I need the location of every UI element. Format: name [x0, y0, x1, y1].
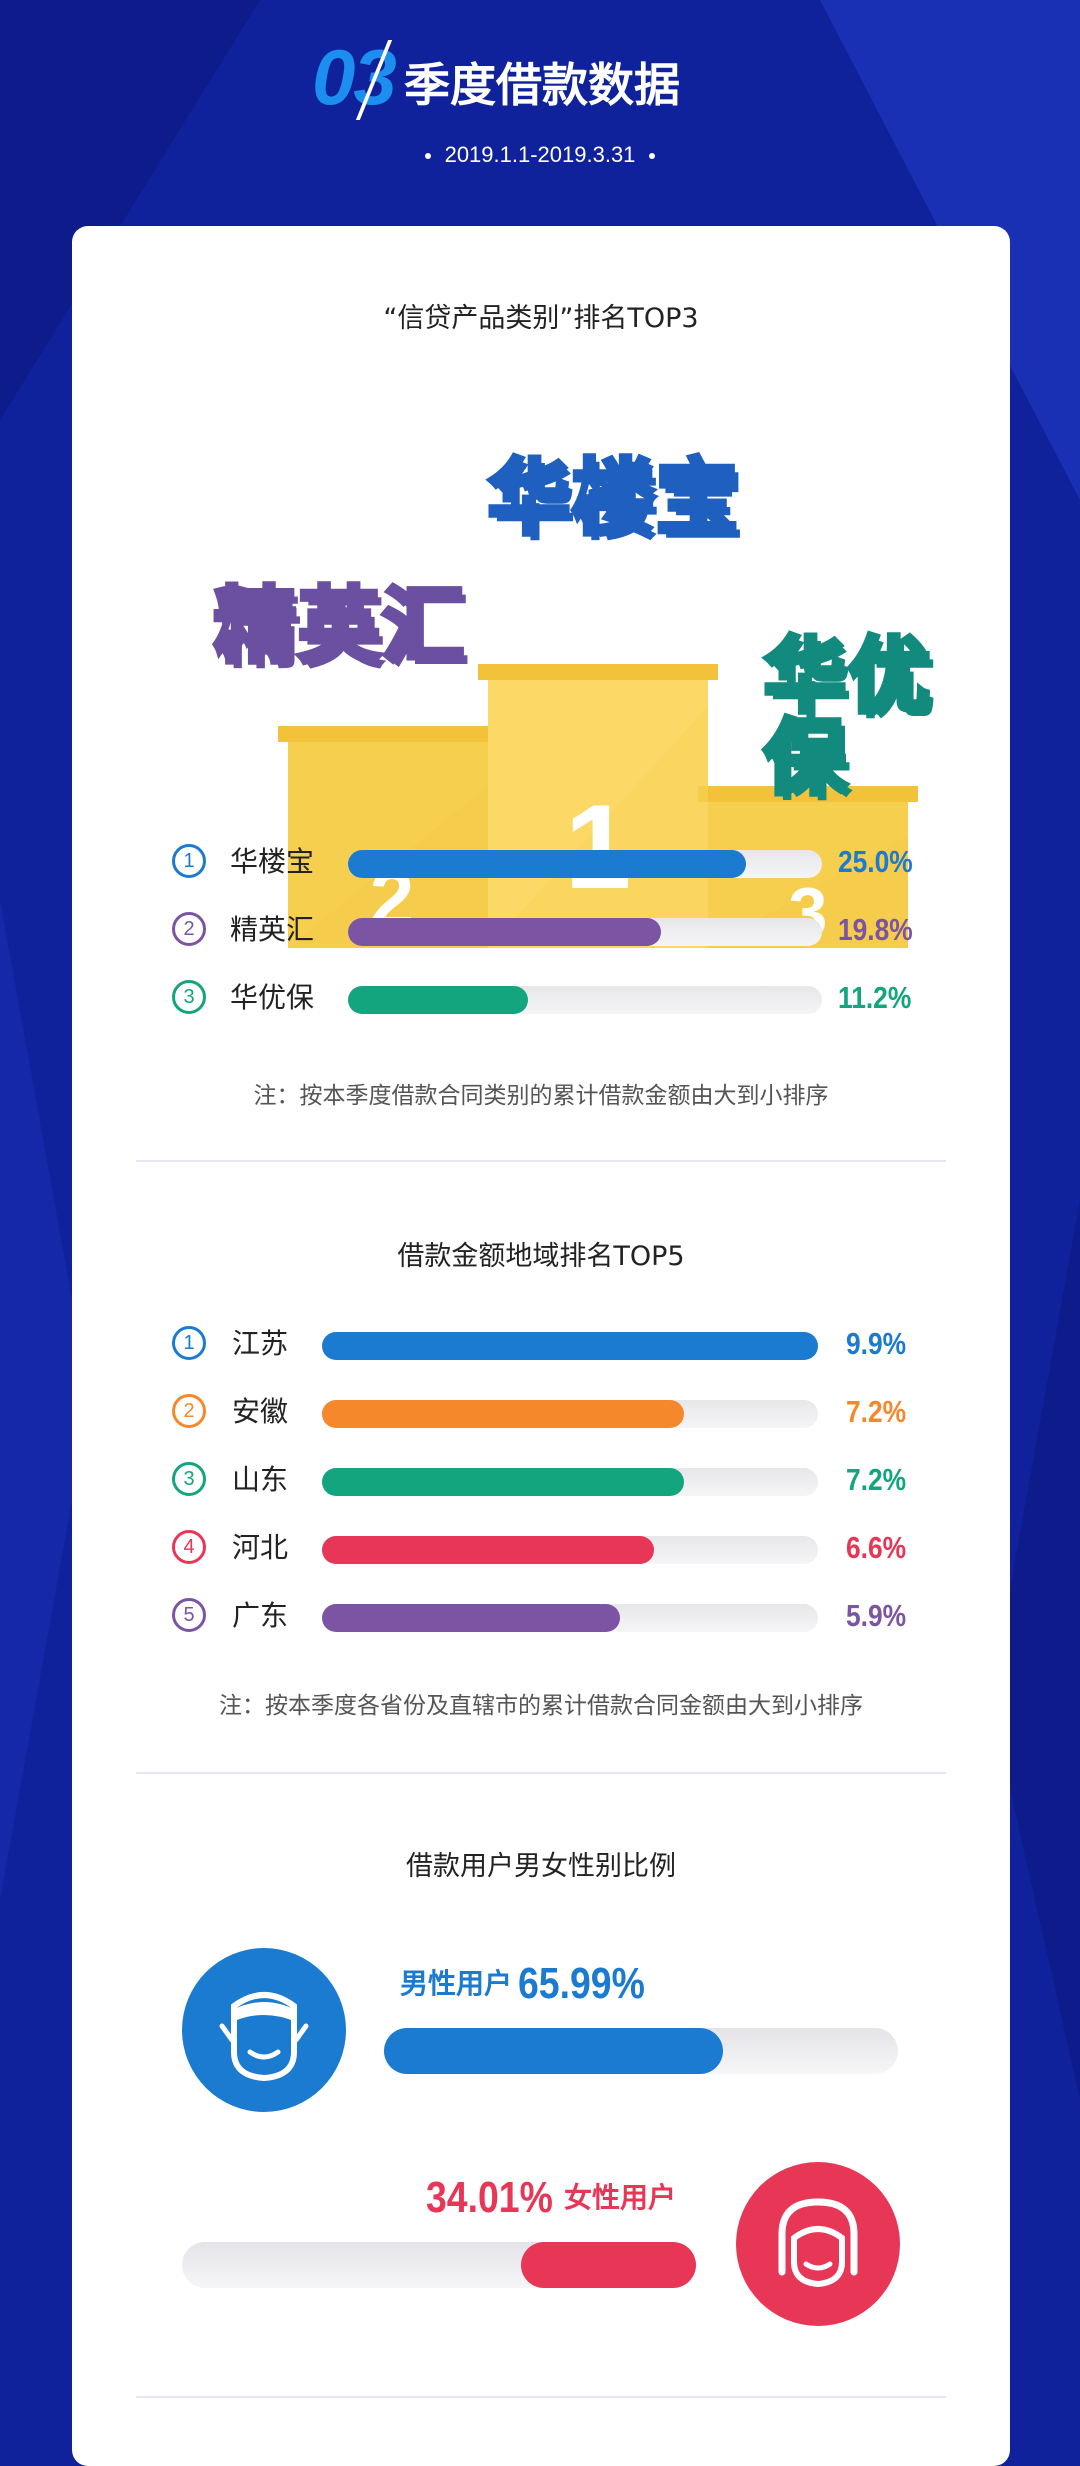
region-name: 广东 [232, 1599, 289, 1632]
date-range: 2019.1.1-2019.3.31 [0, 142, 1080, 168]
region-name: 江苏 [232, 1327, 289, 1360]
rank-badge: 3 [172, 1462, 206, 1496]
bullet-dot [424, 153, 431, 160]
product-bar-fill [348, 986, 529, 1014]
section-divider [136, 1160, 946, 1162]
region-row: 2 安徽 7.2% [72, 1392, 1010, 1436]
product-row: 3 华优保 11.2% [72, 978, 1010, 1022]
male-face-icon [182, 1948, 346, 2112]
rank-badge: 4 [172, 1530, 206, 1564]
product-ranking-title: “信贷产品类别”排名TOP3 [383, 303, 699, 334]
podium-second-name: 精英汇 [211, 579, 467, 674]
section-divider [136, 2396, 946, 2398]
male-bar-fill [384, 2028, 724, 2074]
region-bar-track [322, 1468, 818, 1496]
region-value: 7.2% [846, 1462, 907, 1497]
section-divider [136, 1772, 946, 1774]
female-bar-fill [521, 2242, 696, 2288]
product-row: 2 精英汇 19.8% [72, 910, 1010, 954]
product-name: 华优保 [230, 981, 315, 1014]
podium-number-1: 1 [565, 780, 632, 914]
product-value: 11.2% [838, 980, 912, 1015]
region-value: 9.9% [846, 1326, 907, 1361]
region-value: 7.2% [846, 1394, 907, 1429]
region-bar-fill [322, 1332, 818, 1360]
gender-ratio-title: 借款用户男女性别比例 [406, 1851, 676, 1882]
product-ranking-note: 注：按本季度借款合同类别的累计借款金额由大到小排序 [253, 1083, 829, 1109]
product-bar-track [348, 918, 822, 946]
region-bar-track [322, 1400, 818, 1428]
region-row: 4 河北 6.6% [72, 1528, 1010, 1572]
female-face-icon [736, 2162, 900, 2326]
product-row: 1 华楼宝 25.0% [72, 842, 1010, 886]
product-bar-fill [348, 918, 661, 946]
region-value: 5.9% [846, 1598, 907, 1633]
male-label: 男性用户 [400, 1967, 513, 2000]
male-bar-track [384, 2028, 898, 2074]
region-bar-fill [322, 1604, 620, 1632]
rank-badge: 1 [172, 1326, 206, 1360]
region-row: 3 山东 7.2% [72, 1460, 1010, 1504]
region-bar-track [322, 1604, 818, 1632]
rank-badge: 2 [172, 1394, 206, 1428]
product-bar-track [348, 850, 822, 878]
page-header: 03 季度借款数据 2019.1.1-2019.3.31 [0, 0, 1080, 200]
date-range-text: 2019.1.1-2019.3.31 [444, 142, 636, 167]
product-bar-fill [348, 850, 747, 878]
region-bar-track [322, 1536, 818, 1564]
product-bar-track [348, 986, 822, 1014]
region-row: 1 江苏 9.9% [72, 1324, 1010, 1368]
section-number: 03 [312, 33, 397, 121]
region-value: 6.6% [846, 1530, 907, 1565]
region-ranking-note: 注：按本季度各省份及直辖市的累计借款合同金额由大到小排序 [219, 1693, 863, 1719]
region-name: 河北 [232, 1531, 289, 1564]
female-bar-track [182, 2242, 696, 2288]
rank-badge: 1 [172, 844, 206, 878]
bullet-dot [649, 153, 656, 160]
region-name: 安徽 [232, 1395, 289, 1428]
rank-badge: 2 [172, 912, 206, 946]
region-row: 5 广东 5.9% [72, 1596, 1010, 1640]
content-card: “信贷产品类别”排名TOP3 2 1 3 华楼宝 精英汇 华优保 1 华楼宝 25.… [72, 226, 1010, 2466]
male-percentage: 65.99% [518, 1959, 645, 2008]
product-value: 25.0% [838, 844, 913, 879]
podium-third-name: 华优保 [762, 629, 933, 806]
product-name: 精英汇 [230, 913, 315, 946]
region-bar-track [322, 1332, 818, 1360]
female-label: 女性用户 [564, 2181, 677, 2214]
region-bar-fill [322, 1400, 685, 1428]
region-bar-fill [322, 1536, 655, 1564]
product-name: 华楼宝 [230, 845, 315, 878]
page-title: 季度借款数据 [404, 58, 680, 112]
rank-badge: 3 [172, 980, 206, 1014]
region-ranking-title: 借款金额地域排名TOP5 [397, 1241, 685, 1272]
rank-badge: 5 [172, 1598, 206, 1632]
female-percentage: 34.01% [426, 2173, 553, 2222]
product-value: 19.8% [838, 912, 913, 947]
podium-first-name: 华楼宝 [485, 451, 741, 546]
region-bar-fill [322, 1468, 685, 1496]
region-name: 山东 [232, 1463, 289, 1496]
